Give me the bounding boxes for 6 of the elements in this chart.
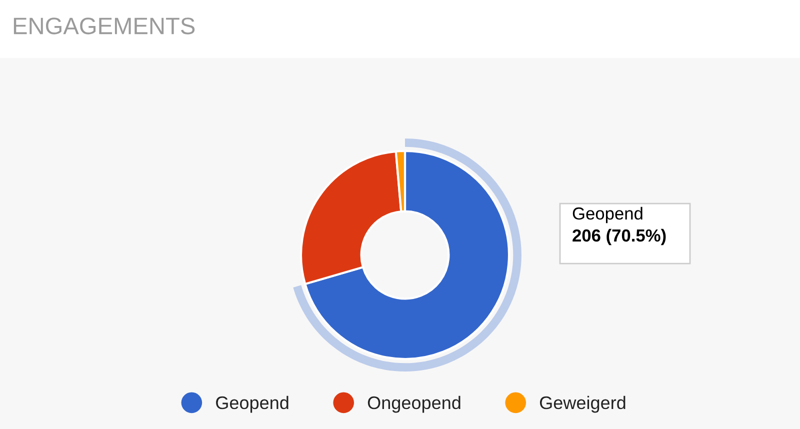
chart-title: ENGAGEMENTS: [14, 18, 195, 34]
legend-label: Ongeopend: [368, 396, 460, 413]
legend-label: Geopend: [216, 396, 288, 413]
legend-label: Geweigerd: [540, 396, 626, 413]
text: Geopend 206 (70.5%): [572, 206, 666, 246]
donut-slice: [304, 150, 510, 360]
